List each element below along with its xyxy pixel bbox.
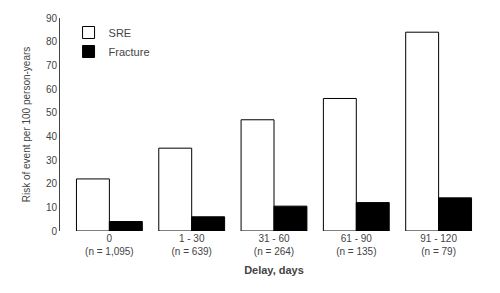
svg-text:20: 20: [46, 178, 58, 189]
svg-text:Fracture: Fracture: [109, 46, 150, 58]
svg-text:SRE: SRE: [109, 27, 132, 39]
svg-text:0: 0: [51, 226, 57, 237]
svg-text:60: 60: [46, 84, 58, 95]
svg-text:1 - 30(n = 639): 1 - 30(n = 639): [172, 233, 212, 257]
svg-text:31 - 60(n = 264): 31 - 60(n = 264): [254, 233, 294, 257]
svg-text:50: 50: [46, 107, 58, 118]
svg-text:90: 90: [46, 13, 58, 24]
svg-text:Risk of event per 100 person-y: Risk of event per 100 person-years: [21, 47, 32, 203]
svg-text:40: 40: [46, 131, 58, 142]
svg-text:10: 10: [46, 202, 58, 213]
svg-text:91 - 120(n = 79): 91 - 120(n = 79): [420, 233, 457, 257]
svg-text:0(n = 1,095): 0(n = 1,095): [85, 233, 134, 257]
svg-text:80: 80: [46, 36, 58, 47]
svg-text:61 - 90(n = 135): 61 - 90(n = 135): [336, 233, 376, 257]
svg-text:Delay, days: Delay, days: [244, 264, 304, 276]
svg-text:30: 30: [46, 155, 58, 166]
svg-text:70: 70: [46, 60, 58, 71]
